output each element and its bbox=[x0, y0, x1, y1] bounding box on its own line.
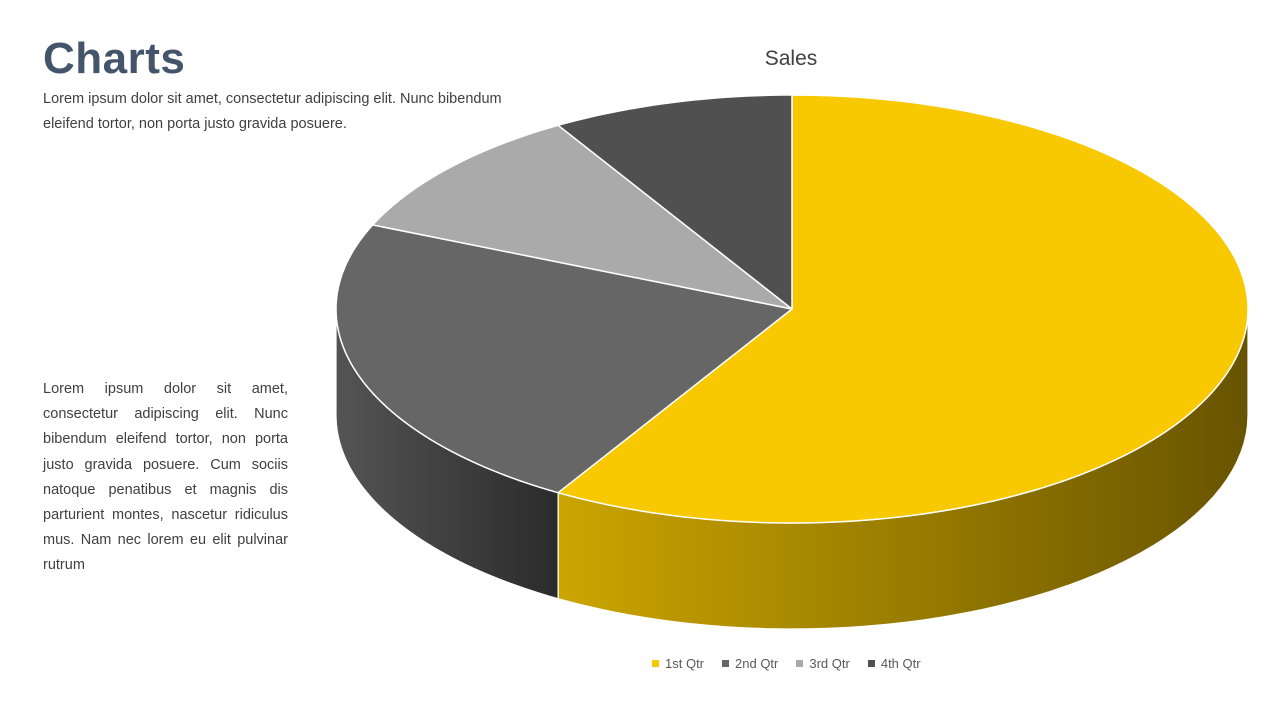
pie-slice-4th-qtr bbox=[557, 94, 793, 310]
legend-item-3rd-qtr: 3rd Qtr bbox=[796, 656, 850, 671]
legend-item-4th-qtr: 4th Qtr bbox=[867, 656, 921, 671]
legend-swatch bbox=[652, 660, 659, 667]
pie-tops bbox=[335, 94, 1249, 524]
pie-slice-2nd-qtr bbox=[335, 224, 793, 494]
pie-slice-3rd-qtr bbox=[371, 124, 793, 310]
slide-body-text: Lorem ipsum dolor sit amet, consectetur … bbox=[43, 381, 288, 574]
slide-subtitle: Lorem ipsum dolor sit amet, consectetur … bbox=[43, 91, 502, 132]
chart-title: Sales bbox=[765, 47, 818, 70]
legend-swatch bbox=[722, 660, 730, 667]
pie-slice-1st-qtr bbox=[557, 94, 1249, 524]
legend-label: 1st Qtr bbox=[665, 656, 705, 671]
legend-label: 2nd Qtr bbox=[735, 656, 779, 671]
legend-swatch bbox=[796, 660, 804, 667]
slide-title: Charts bbox=[43, 34, 186, 83]
legend-label: 3rd Qtr bbox=[809, 656, 850, 671]
legend-row: 1st Qtr 2nd Qtr 3rd Qtr 4th Qtr bbox=[652, 656, 921, 671]
legend-item-1st-qtr: 1st Qtr bbox=[652, 656, 704, 671]
legend-swatch bbox=[867, 660, 875, 667]
chart-legend: 1st Qtr 2nd Qtr 3rd Qtr 4th Qtr bbox=[0, 656, 1280, 676]
legend-item-2nd-qtr: 2nd Qtr bbox=[722, 656, 778, 671]
legend-label: 4th Qtr bbox=[880, 656, 921, 671]
